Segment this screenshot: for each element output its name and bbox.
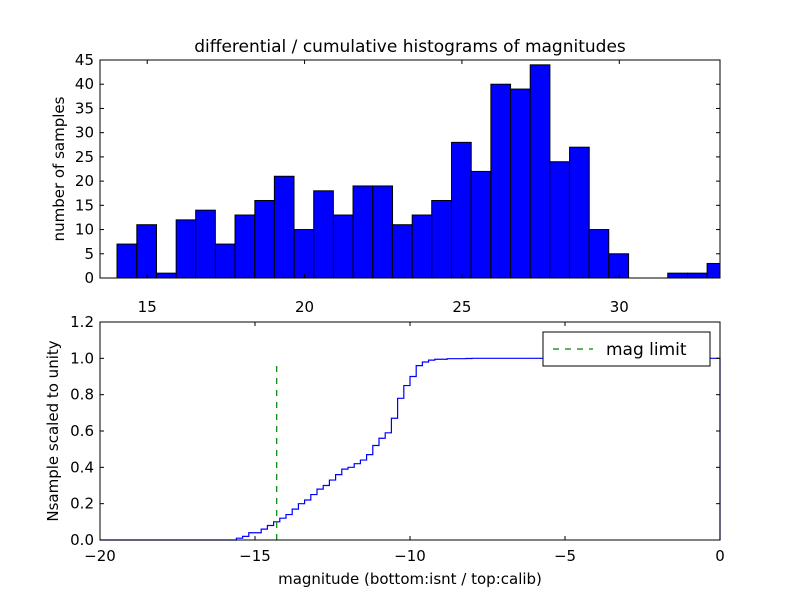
histogram-bar: [293, 229, 315, 279]
histogram-y-tick-label: 25: [75, 148, 94, 166]
histogram-y-tick-label: 5: [84, 245, 94, 263]
histogram-bars: [116, 64, 721, 279]
histogram-bar: [608, 253, 630, 279]
histogram-x-tick-label: 15: [138, 298, 157, 316]
legend: mag limit: [542, 331, 711, 367]
histogram-bar: [490, 83, 512, 279]
cumulative-y-tick-label: 1.2: [70, 313, 94, 331]
cumulative-y-tick-label: 0.2: [70, 495, 94, 513]
histogram-x-tick-label: 30: [610, 298, 629, 316]
histogram-plot-frame: [99, 59, 721, 279]
histogram-bar: [254, 199, 276, 279]
histogram-ticks: 0 5 10 15 20 25 30 35 40 45 15 20 25 30: [75, 51, 720, 316]
histogram-bar: [431, 199, 452, 279]
histogram-bar: [215, 243, 236, 279]
histogram-y-tick-label: 45: [75, 51, 94, 69]
histogram-panel: differential / cumulative histograms of …: [50, 37, 721, 316]
histogram-bar: [372, 185, 394, 279]
cumulative-y-axis-label: Nsample scaled to unity: [44, 340, 62, 521]
cumulative-lines: [100, 357, 721, 541]
histogram-y-tick-label: 15: [75, 196, 94, 214]
histogram-bar: [175, 219, 197, 279]
histogram-bar: [569, 146, 590, 279]
cumulative-y-tick-label: 0.4: [70, 458, 94, 476]
legend-label-mag-limit: mag limit: [606, 340, 687, 360]
histogram-bar: [333, 214, 354, 279]
histogram-bar: [195, 209, 216, 279]
histogram-bar: [470, 170, 492, 279]
histogram-bar: [136, 224, 157, 279]
histogram-bar: [667, 272, 688, 279]
cumulative-plot-frame: [99, 321, 721, 541]
cumulative-x-axis-label: magnitude (bottom:isnt / top:calib): [278, 570, 542, 588]
histogram-bar: [509, 88, 531, 279]
cumulative-panel: Nsample scaled to unity magnitude (botto…: [44, 313, 725, 588]
histogram-y-axis-label: number of samples: [50, 96, 68, 241]
histogram-bar: [451, 141, 472, 279]
cumulative-x-tick-label: −15: [239, 547, 271, 565]
histogram-y-tick-label: 40: [75, 75, 94, 93]
histogram-y-tick-label: 10: [75, 221, 94, 239]
histogram-y-tick-label: 0: [84, 269, 94, 287]
histogram-bar: [549, 161, 570, 279]
histogram-bar: [313, 190, 334, 279]
cumulative-y-tick-label: 0.8: [70, 386, 94, 404]
histogram-bar: [706, 262, 721, 279]
histogram-y-tick-label: 20: [75, 172, 94, 190]
cumulative-y-tick-label: 1.0: [70, 349, 94, 367]
histogram-title: differential / cumulative histograms of …: [194, 37, 626, 57]
histogram-bar: [352, 185, 374, 279]
histogram-y-tick-label: 35: [75, 99, 94, 117]
histogram-bar: [273, 175, 295, 279]
histogram-bar: [116, 243, 138, 279]
cumulative-x-tick-label: −5: [554, 547, 576, 565]
histogram-bar: [391, 224, 413, 279]
histogram-bar: [411, 214, 433, 279]
histogram-bar: [687, 272, 708, 279]
series-line-cumulative: [100, 357, 721, 541]
cumulative-y-tick-label: 0.6: [70, 422, 94, 440]
histogram-bar: [588, 229, 610, 279]
histogram-bar: [529, 64, 551, 279]
histogram-bar: [234, 214, 256, 279]
histogram-x-tick-label: 25: [452, 298, 471, 316]
cumulative-x-tick-label: −20: [84, 547, 116, 565]
cumulative-x-tick-label: 0: [715, 547, 725, 565]
histogram-bar: [155, 272, 177, 279]
histogram-y-tick-label: 30: [75, 124, 94, 142]
histogram-x-tick-label: 20: [295, 298, 314, 316]
cumulative-ticks: 0.0 0.2 0.4 0.6 0.8 1.0 1.2 −20 −15 −10 −5 0: [70, 313, 725, 565]
cumulative-x-tick-label: −10: [394, 547, 426, 565]
cumulative-y-tick-label: 0.0: [70, 531, 94, 549]
